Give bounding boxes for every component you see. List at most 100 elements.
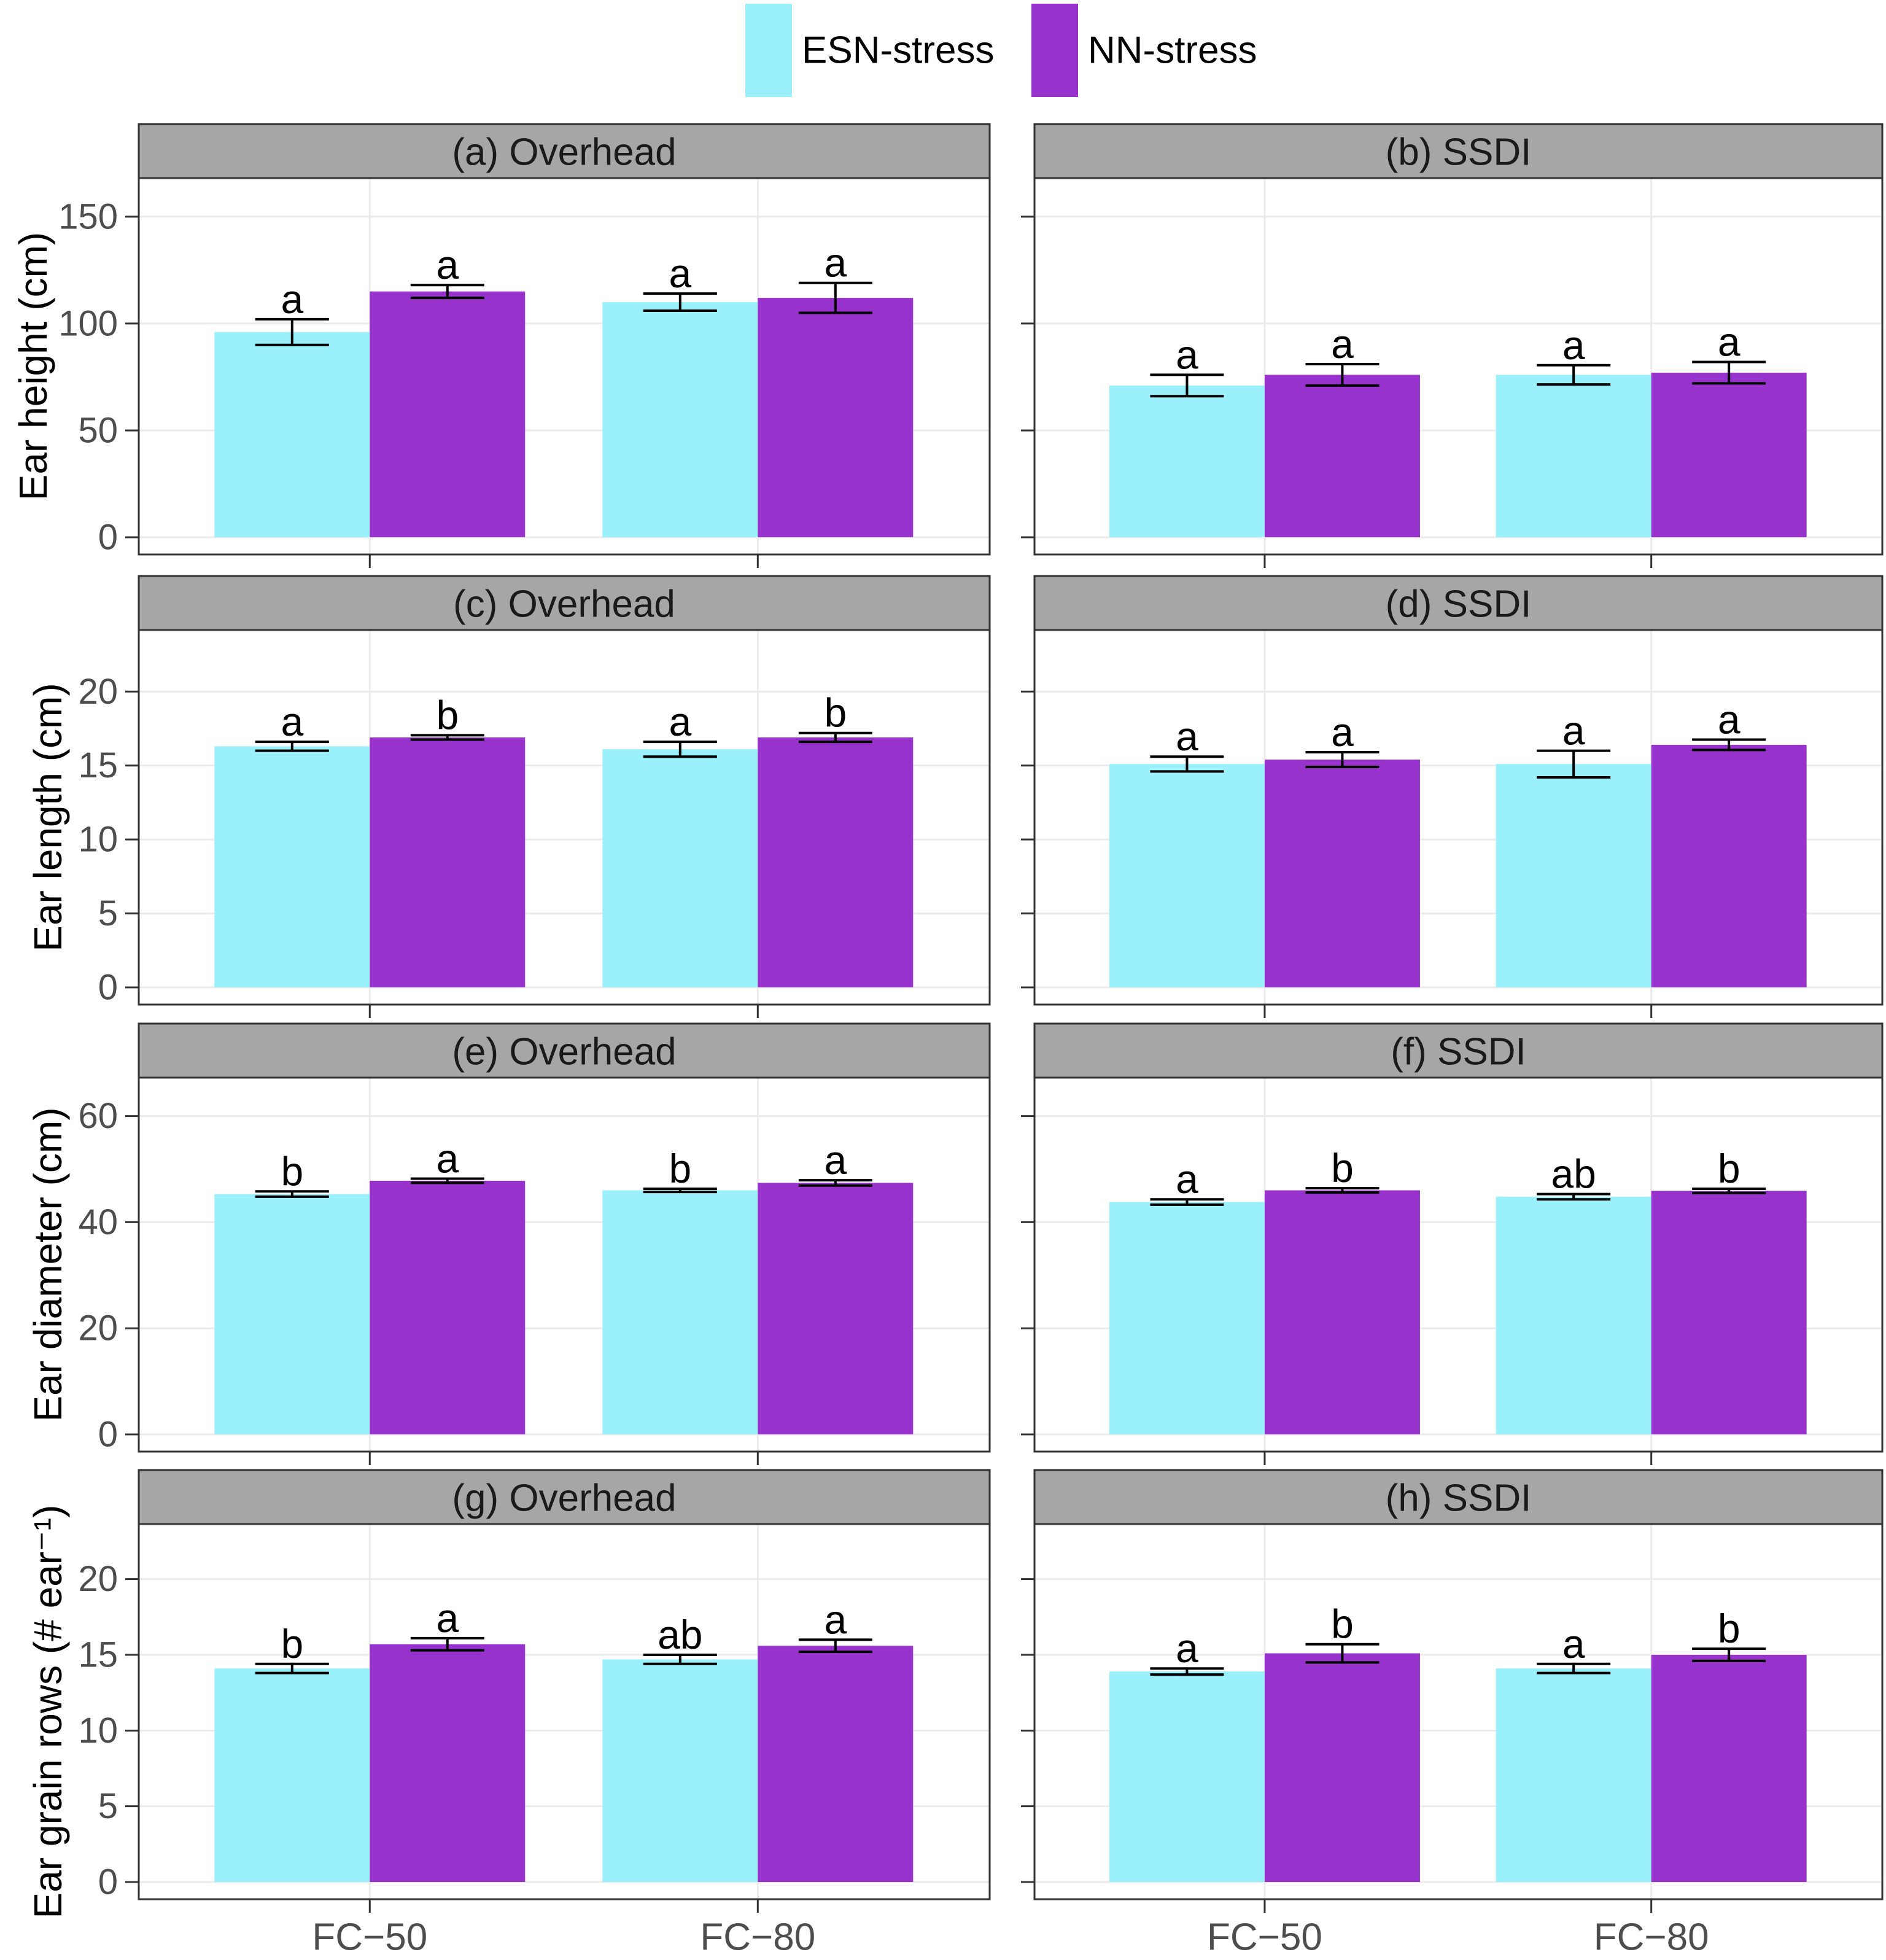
panel-6: a b ab b(f) SSDI xyxy=(1021,1022,1884,1465)
facet-title: (c) Overhead xyxy=(453,583,675,626)
bar-nn-fc80 xyxy=(758,1183,914,1434)
significance-letter: a xyxy=(1718,697,1740,742)
significance-letter: b xyxy=(1331,1145,1354,1191)
facet-title: (h) SSDI xyxy=(1386,1477,1532,1520)
significance-letter: a xyxy=(1176,1156,1198,1202)
facet-strip xyxy=(138,1469,991,1525)
legend-label-esn: ESN-stress xyxy=(802,29,994,72)
bar-nn-fc80 xyxy=(1651,372,1807,537)
significance-letter: b xyxy=(1718,1146,1740,1191)
y-tick-label: 0 xyxy=(98,518,118,558)
y-tick-label: 15 xyxy=(78,1635,118,1675)
significance-letter: a xyxy=(436,1136,459,1181)
significance-letter: a xyxy=(1331,709,1354,755)
facet-title: (a) Overhead xyxy=(452,131,676,174)
legend-swatch-nn xyxy=(1031,4,1078,97)
significance-letter: b xyxy=(281,1621,303,1666)
significance-letter: a xyxy=(824,1137,847,1183)
bar-nn-fc80 xyxy=(1651,1191,1807,1434)
bar-nn-fc80 xyxy=(1651,1655,1807,1882)
facet-strip xyxy=(138,575,991,631)
y-tick-label: 20 xyxy=(78,672,118,712)
panel-3: a b a b (c) Overhead 0 5 10 15 20 xyxy=(78,575,991,1018)
panel-8: a b a b (h) SSDI FC−50 FC−80 xyxy=(1021,1469,1884,1959)
facet-strip xyxy=(1033,1469,1884,1525)
significance-letter: a xyxy=(281,699,303,744)
y-tick-label: 20 xyxy=(78,1309,118,1348)
facet-strip xyxy=(138,123,991,179)
y-tick-label: 40 xyxy=(78,1202,118,1242)
bar-esn-fc80 xyxy=(602,749,758,987)
bar-nn-fc50 xyxy=(1264,760,1420,987)
bar-esn-fc80 xyxy=(602,302,758,537)
significance-letter: a xyxy=(1331,321,1354,367)
significance-letter: b xyxy=(824,690,847,736)
y-tick-label: 0 xyxy=(98,1415,118,1455)
y-tick-label: 100 xyxy=(58,303,118,343)
bar-nn-fc50 xyxy=(1264,1190,1420,1434)
bar-esn-fc50 xyxy=(1109,1671,1265,1882)
y-tick-label: 50 xyxy=(78,410,118,450)
significance-letter: a xyxy=(1718,319,1740,365)
bar-nn-fc50 xyxy=(370,737,526,987)
significance-letter: a xyxy=(669,699,691,744)
panel-1: a a a a (a) Overhead 0 50 100 150 xyxy=(58,123,991,568)
significance-letter: a xyxy=(1562,708,1585,753)
facet-strip xyxy=(1033,123,1884,179)
significance-letter: ab xyxy=(1551,1151,1596,1197)
significance-letter: a xyxy=(1176,332,1198,377)
y-tick-label: 15 xyxy=(78,745,118,785)
y-tick-label: 60 xyxy=(78,1096,118,1136)
significance-letter: b xyxy=(1718,1606,1740,1651)
bar-esn-fc50 xyxy=(214,746,370,987)
significance-letter: b xyxy=(436,692,459,737)
y-tick-label: 10 xyxy=(78,1711,118,1751)
bar-esn-fc50 xyxy=(1109,385,1265,537)
facet-title: (e) Overhead xyxy=(452,1031,676,1073)
bar-nn-fc50 xyxy=(370,1644,526,1882)
y-tick-label: 0 xyxy=(98,1862,118,1902)
legend-swatch-esn xyxy=(745,4,792,97)
facet-title: (b) SSDI xyxy=(1386,131,1532,174)
bar-esn-fc80 xyxy=(1496,1668,1651,1882)
y-tick-label: 20 xyxy=(78,1559,118,1599)
facet-strip xyxy=(1033,1022,1884,1079)
facet-title: (f) SSDI xyxy=(1391,1031,1526,1073)
y-axis-title: Ear diameter (cm) xyxy=(26,1107,70,1421)
significance-letter: a xyxy=(1562,1621,1585,1666)
y-axis-title: Ear length (cm) xyxy=(26,683,70,951)
bar-nn-fc80 xyxy=(758,737,914,987)
facet-strip xyxy=(1033,575,1884,631)
x-tick-label: FC−80 xyxy=(1594,1916,1709,1959)
y-tick-label: 10 xyxy=(78,820,118,860)
y-tick-label: 150 xyxy=(58,196,118,236)
panel-2: a a a a (b) SSDI xyxy=(1021,123,1884,568)
legend-label-nn: NN-stress xyxy=(1088,29,1257,72)
facet-strip xyxy=(138,1022,991,1079)
bar-nn-fc50 xyxy=(1264,1653,1420,1882)
significance-letter: b xyxy=(669,1146,691,1191)
bar-esn-fc80 xyxy=(1496,375,1651,537)
bar-esn-fc50 xyxy=(214,1668,370,1882)
significance-letter: a xyxy=(824,240,847,286)
facet-title: (g) Overhead xyxy=(452,1477,676,1520)
significance-letter: a xyxy=(1176,714,1198,759)
significance-letter: a xyxy=(281,276,303,322)
significance-letter: a xyxy=(436,1595,459,1641)
bar-nn-fc80 xyxy=(758,298,914,537)
panel-4: a a a a (d) SSDI xyxy=(1021,575,1884,1018)
significance-letter: a xyxy=(1176,1625,1198,1671)
significance-letter: b xyxy=(281,1148,303,1194)
bar-esn-fc80 xyxy=(602,1190,758,1434)
bar-esn-fc50 xyxy=(214,332,370,537)
bar-nn-fc50 xyxy=(370,291,526,537)
bar-esn-fc50 xyxy=(214,1194,370,1434)
bar-esn-fc50 xyxy=(1109,1202,1265,1434)
bar-esn-fc50 xyxy=(1109,764,1265,987)
legend: ESN-stress NN-stress xyxy=(745,4,1257,97)
y-axis-title: Ear height (cm) xyxy=(11,232,55,500)
x-tick-label: FC−50 xyxy=(1207,1916,1322,1959)
bar-nn-fc50 xyxy=(1264,375,1420,537)
